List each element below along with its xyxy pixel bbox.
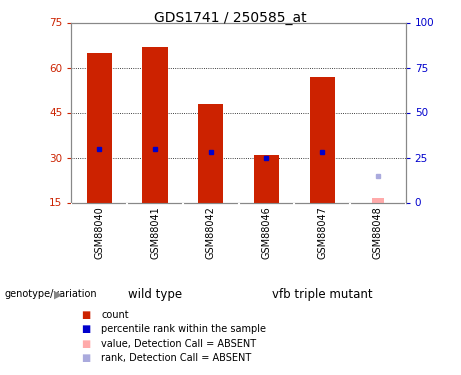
Bar — [310, 76, 335, 203]
Text: GSM88040: GSM88040 — [95, 206, 104, 259]
Text: genotype/variation: genotype/variation — [5, 290, 97, 299]
Text: GDS1741 / 250585_at: GDS1741 / 250585_at — [154, 11, 307, 25]
Text: ■: ■ — [81, 310, 90, 320]
Bar — [254, 154, 279, 203]
Text: count: count — [101, 310, 129, 320]
Text: GSM88046: GSM88046 — [261, 206, 272, 259]
Text: vfb triple mutant: vfb triple mutant — [272, 288, 372, 301]
Text: ■: ■ — [81, 324, 90, 334]
Text: wild type: wild type — [128, 288, 182, 301]
Bar — [372, 198, 384, 202]
Text: ▶: ▶ — [54, 290, 62, 299]
Text: GSM88041: GSM88041 — [150, 206, 160, 259]
Text: GSM88042: GSM88042 — [206, 206, 216, 259]
Text: ■: ■ — [81, 339, 90, 348]
Text: ■: ■ — [81, 353, 90, 363]
Text: GSM88047: GSM88047 — [317, 206, 327, 259]
Text: rank, Detection Call = ABSENT: rank, Detection Call = ABSENT — [101, 353, 252, 363]
Bar — [142, 46, 167, 202]
Bar — [198, 104, 223, 202]
Text: percentile rank within the sample: percentile rank within the sample — [101, 324, 266, 334]
Text: GSM88048: GSM88048 — [373, 206, 383, 259]
Text: value, Detection Call = ABSENT: value, Detection Call = ABSENT — [101, 339, 256, 348]
Bar — [87, 53, 112, 202]
